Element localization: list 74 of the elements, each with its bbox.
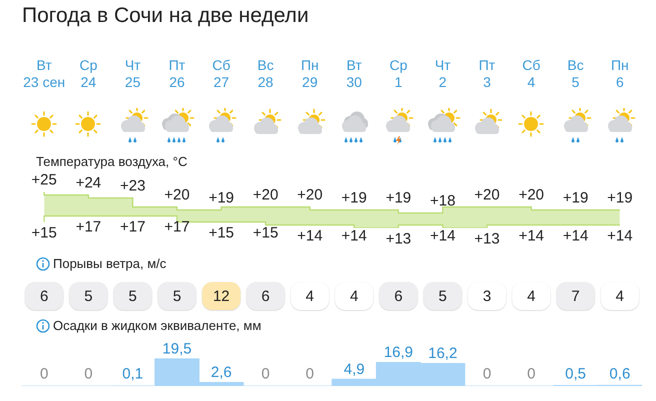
x-tick-label: Сб 4 [521, 57, 542, 91]
data-label: +17 [120, 218, 146, 236]
x-tick-label: Вс 5 [566, 57, 585, 91]
data-label: 0 [84, 366, 93, 383]
data-label: 4 [616, 288, 624, 306]
x-tick-label: Сб 27 [211, 57, 232, 91]
x-tick-label: Пн 6 [610, 57, 630, 91]
x-tick-label: Вс 28 [256, 57, 275, 91]
x-tick-label: Чт 25 [124, 57, 142, 91]
data-label: +19 [386, 190, 412, 207]
data-label: +19 [208, 190, 234, 207]
data-label: +13 [474, 230, 500, 248]
data-label: +17 [76, 218, 102, 236]
chart-title: Погода в Сочи на две недели [22, 4, 309, 28]
chart-title: Осадки в жидком эквиваленте, мм [53, 318, 262, 333]
data-label: +20 [474, 186, 500, 204]
data-label: 5 [84, 288, 93, 306]
data-label: +17 [164, 218, 190, 236]
data-label: 19,5 [162, 340, 192, 358]
x-tick-label: Пн 29 [300, 57, 320, 91]
data-label: 16,2 [428, 344, 458, 362]
data-label: +15 [208, 224, 234, 242]
data-label: +19 [341, 190, 367, 207]
data-label: 4 [306, 288, 314, 306]
text: Порывы ветра, м/с [53, 256, 166, 271]
data-label: 0,5 [565, 366, 586, 383]
data-label: +14 [341, 228, 367, 245]
data-label: 3 [482, 288, 492, 306]
data-label: 5 [172, 288, 182, 306]
data-label: +18 [430, 192, 456, 210]
data-label: +20 [252, 186, 278, 204]
data-label: +20 [518, 186, 544, 204]
data-label: +14 [607, 228, 633, 245]
data-label: +15 [252, 224, 278, 242]
data-label: 4 [527, 288, 536, 306]
x-tick-label: Пт 3 [478, 57, 496, 91]
x-tick-label: Пт 26 [168, 57, 186, 91]
data-label: +19 [562, 190, 588, 207]
data-label: +24 [76, 174, 102, 192]
data-label: 6 [40, 288, 48, 306]
data-label: +14 [518, 228, 544, 245]
data-label: 0,1 [122, 366, 144, 383]
data-label: 0,6 [609, 366, 630, 383]
data-label: 0 [306, 366, 314, 383]
chart-subtitle: Температура воздуха, °C [36, 154, 188, 169]
data-label: +13 [386, 230, 412, 248]
data-label: 5 [438, 288, 447, 306]
data-label: +25 [31, 172, 57, 189]
data-label: 16,9 [384, 344, 414, 361]
data-label: +14 [297, 228, 323, 245]
data-label: 4,9 [344, 360, 365, 378]
data-label: +15 [31, 224, 57, 242]
x-tick-label: Вт 23 сен [22, 57, 66, 91]
data-label: 0 [482, 366, 492, 383]
data-label: 4 [350, 288, 358, 306]
data-label: 0 [40, 366, 48, 383]
data-label: +20 [297, 186, 323, 204]
data-label: 7 [571, 288, 580, 306]
data-label: 2,6 [210, 364, 232, 381]
x-tick-label: Ср 1 [388, 57, 408, 91]
data-label: +19 [607, 190, 633, 207]
data-label: 6 [261, 288, 270, 306]
data-label: 0 [261, 366, 270, 383]
data-label: 6 [394, 288, 403, 306]
data-label: 12 [212, 288, 230, 306]
data-label: 5 [128, 288, 137, 306]
data-label: +14 [562, 228, 588, 245]
data-label: +14 [430, 228, 456, 245]
x-tick-label: Ср 24 [78, 57, 98, 91]
data-label: +20 [164, 186, 190, 204]
data-label: 0 [527, 366, 536, 383]
data-label: +23 [120, 178, 146, 195]
x-tick-label: Вт 30 [345, 57, 363, 91]
x-tick-label: Чт 2 [434, 57, 452, 91]
